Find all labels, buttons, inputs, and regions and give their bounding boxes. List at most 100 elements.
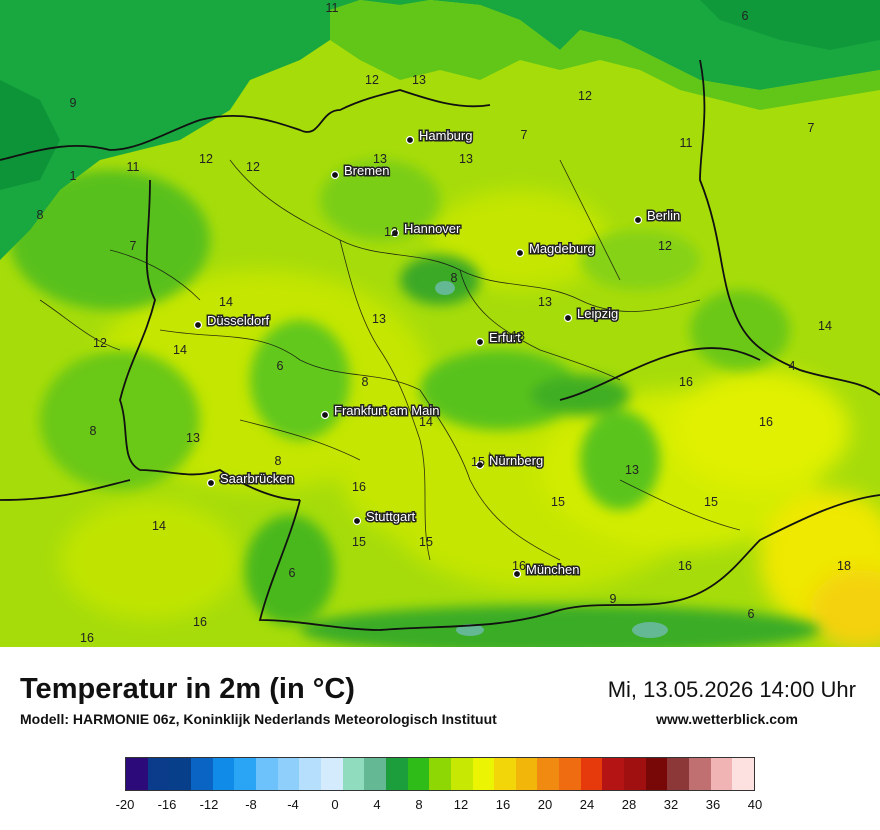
temperature-value: 8 xyxy=(37,208,44,222)
temperature-value: 13 xyxy=(459,152,473,166)
legend-swatch xyxy=(126,758,148,790)
city-label: Düsseldorf xyxy=(207,313,270,328)
city-label: Berlin xyxy=(647,208,680,223)
legend-swatch xyxy=(580,758,603,790)
temperature-value: 16 xyxy=(193,615,207,629)
temperature-value: 16 xyxy=(679,375,693,389)
legend-swatch xyxy=(645,758,668,790)
sea-deep xyxy=(700,0,880,50)
legend-swatch xyxy=(299,758,321,790)
temperature-map: Hamburg Bremen Hannover Berlin Magdeburg Leip… xyxy=(0,0,880,647)
legend-swatch xyxy=(450,758,473,790)
legend-tick-label: 4 xyxy=(373,797,381,812)
temperature-value: 12 xyxy=(246,160,260,174)
legend-swatch xyxy=(342,758,365,790)
temperature-value: 12 xyxy=(93,336,107,350)
temperature-value: 11 xyxy=(127,160,140,174)
legend-tick-label: 28 xyxy=(621,797,637,812)
legend-tick-label: 12 xyxy=(453,797,469,812)
legend-swatch xyxy=(364,758,386,790)
temperature-value: 6 xyxy=(277,359,284,373)
temperature-value: 11 xyxy=(680,136,693,150)
temperature-value: 9 xyxy=(70,96,77,110)
temperature-value: 18 xyxy=(837,559,851,573)
legend-swatch xyxy=(407,758,430,790)
legend-swatch xyxy=(689,758,711,790)
temperature-value: 14 xyxy=(818,319,832,333)
cities-layer: Hamburg Bremen Hannover Berlin Magdeburg Leip… xyxy=(193,127,682,579)
alps-patches xyxy=(435,281,668,638)
color-legend xyxy=(125,757,755,791)
legend-tick-label: 32 xyxy=(663,797,679,812)
city-marker xyxy=(515,248,525,258)
legend-tick-label: 8 xyxy=(415,797,423,812)
legend-tick-label: 36 xyxy=(705,797,721,812)
legend-tick-label: 40 xyxy=(747,797,763,812)
legend-swatch xyxy=(515,758,538,790)
temperature-value: 12 xyxy=(365,73,379,87)
temperature-value: 13 xyxy=(372,312,386,326)
temperature-value: 14 xyxy=(173,343,187,357)
city-marker xyxy=(206,478,216,488)
city-label: Bremen xyxy=(344,163,390,178)
city-label: Hamburg xyxy=(419,128,472,143)
legend-swatch xyxy=(537,758,560,790)
city-marker xyxy=(475,460,485,470)
temperature-value: 13 xyxy=(625,463,639,477)
temperature-value: 6 xyxy=(742,9,749,23)
temperature-value: 15 xyxy=(704,495,718,509)
country-borders xyxy=(0,59,880,631)
legend-swatch xyxy=(147,758,170,790)
legend-swatch xyxy=(732,758,755,790)
temperature-value: 12 xyxy=(658,239,672,253)
temperature-value: 15 xyxy=(352,535,366,549)
temperature-value: 13 xyxy=(186,431,200,445)
legend-swatch xyxy=(277,758,300,790)
legend-swatch xyxy=(710,758,733,790)
legend-swatch xyxy=(255,758,278,790)
temperature-value: 7 xyxy=(521,128,528,142)
legend-swatch xyxy=(190,758,213,790)
city-marker xyxy=(352,516,362,526)
city-marker xyxy=(633,215,643,225)
map-canvas: Hamburg Bremen Hannover Berlin Magdeburg Leip… xyxy=(0,0,880,647)
temperature-value: 13 xyxy=(373,152,387,166)
city-label: Leipzig xyxy=(577,306,618,321)
city-marker xyxy=(512,569,522,579)
city-marker xyxy=(193,320,203,330)
legend-swatch xyxy=(624,758,646,790)
temperature-value: 16 xyxy=(352,480,366,494)
temperature-value: 12 xyxy=(384,225,398,239)
coastal-band xyxy=(330,0,880,110)
temperature-value: 15 xyxy=(551,495,565,509)
website-link[interactable]: www.wetterblick.com xyxy=(656,711,798,727)
city-label: Erfurt xyxy=(489,330,521,345)
temperature-value: 11 xyxy=(326,1,339,15)
city-marker xyxy=(390,228,400,238)
city-label: Magdeburg xyxy=(529,241,595,256)
temperature-value: 9 xyxy=(610,592,617,606)
legend-tick-label: 20 xyxy=(537,797,553,812)
legend-tick-label: 16 xyxy=(495,797,511,812)
temperature-value: 8 xyxy=(90,424,97,438)
temperature-value: 12 xyxy=(199,152,213,166)
legend-swatch xyxy=(667,758,690,790)
legend-swatch xyxy=(429,758,451,790)
model-subtitle: Modell: HARMONIE 06z, Koninklijk Nederla… xyxy=(20,711,497,727)
sea-area xyxy=(0,0,880,260)
legend-swatch xyxy=(385,758,408,790)
cool-areas xyxy=(10,160,820,647)
city-label: Hannover xyxy=(404,221,461,236)
legend-tick-label: -4 xyxy=(287,797,299,812)
city-label: Saarbrücken xyxy=(220,471,294,486)
legend-tick-label: 24 xyxy=(579,797,595,812)
temperature-value: 12 xyxy=(578,89,592,103)
legend-tick-label: 0 xyxy=(331,797,339,812)
temperature-value: 7 xyxy=(130,239,137,253)
forecast-datetime: Mi, 13.05.2026 14:00 Uhr xyxy=(607,677,856,702)
temperature-value: 6 xyxy=(289,566,296,580)
temperature-value: 8 xyxy=(451,271,458,285)
legend-tick-label: -8 xyxy=(245,797,257,812)
temperature-value: 15 xyxy=(419,535,433,549)
